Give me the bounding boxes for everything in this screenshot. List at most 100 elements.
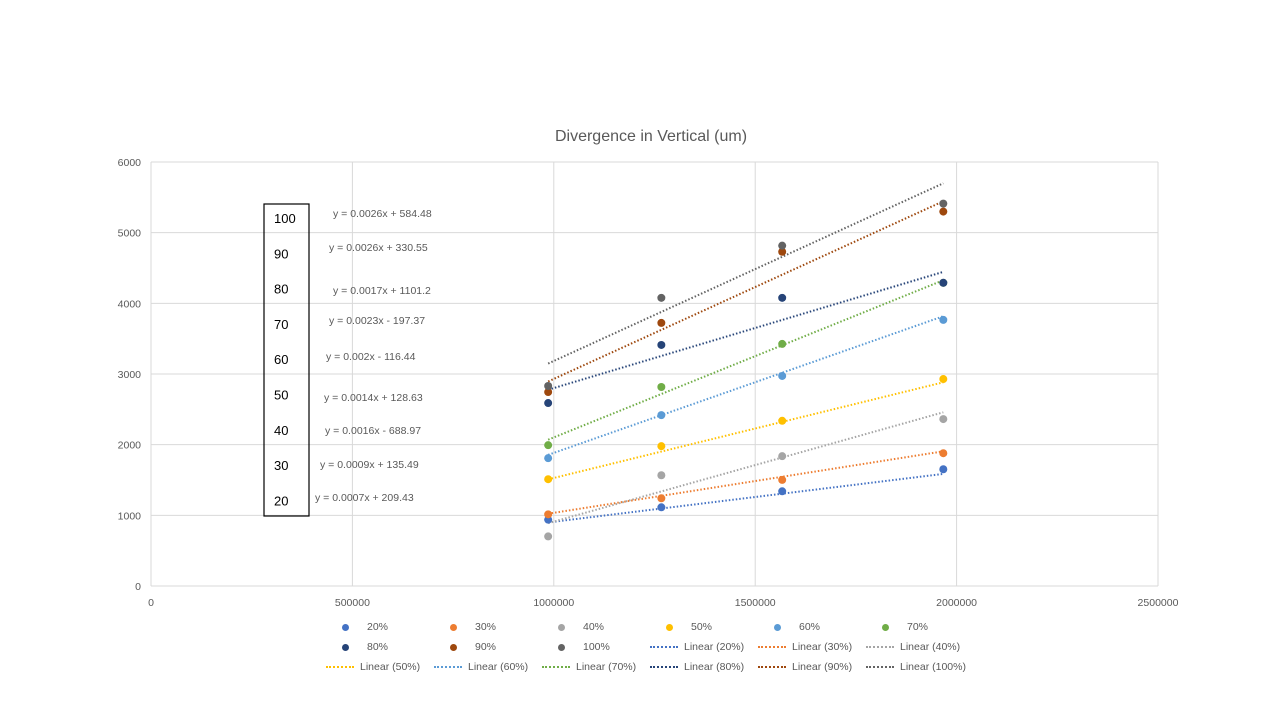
legend-item: 20% xyxy=(326,620,434,634)
legend-label: 90% xyxy=(475,641,497,653)
trendline-legend-icon xyxy=(866,646,894,648)
marker-legend-icon xyxy=(342,623,349,631)
data-point-30% xyxy=(544,510,553,519)
legend-label: 40% xyxy=(583,621,605,633)
trendline-legend-icon xyxy=(542,666,570,668)
legend-item: Linear (50%) xyxy=(326,660,434,674)
data-point-70% xyxy=(778,339,787,348)
data-point-90% xyxy=(939,207,948,216)
chart-title: Divergence in Vertical (um) xyxy=(555,128,747,145)
legend: 20% 30% 40% 50% 60% 70% 80% 90% 100% Linear (20%)… xyxy=(326,620,1006,674)
box-label: 80 xyxy=(274,282,288,297)
marker-legend-icon xyxy=(666,623,673,631)
trendline-60% xyxy=(547,315,944,456)
data-point-50% xyxy=(939,375,948,384)
legend-item: 90% xyxy=(434,640,542,654)
trendline-legend-icon xyxy=(866,666,894,668)
trendline-equation: y = 0.0017x + 1101.2 xyxy=(333,285,431,297)
marker-legend-icon xyxy=(774,623,781,631)
data-point-70% xyxy=(544,441,553,450)
data-point-60% xyxy=(657,411,666,420)
marker-legend-icon xyxy=(882,623,889,631)
data-point-90% xyxy=(657,318,666,327)
box-label: 40 xyxy=(274,423,288,438)
legend-item: Linear (40%) xyxy=(866,640,974,654)
trendline-legend-icon xyxy=(650,646,678,648)
trendline-legend-icon xyxy=(434,666,462,668)
legend-label: 60% xyxy=(799,621,821,633)
box-label: 60 xyxy=(274,352,288,367)
legend-label: 100% xyxy=(583,641,610,653)
box-label: 70 xyxy=(274,317,288,332)
box-label: 50 xyxy=(274,388,288,403)
legend-item: Linear (20%) xyxy=(650,640,758,654)
data-point-90% xyxy=(544,388,553,397)
trendline-equation: y = 0.0023x - 197.37 xyxy=(329,315,425,327)
legend-item: 50% xyxy=(650,620,758,634)
data-point-80% xyxy=(778,293,787,302)
legend-label: Linear (90%) xyxy=(792,661,853,673)
x-tick-label: 2000000 xyxy=(936,597,977,609)
data-point-50% xyxy=(544,475,553,484)
y-tick-label: 4000 xyxy=(118,298,142,310)
legend-label: Linear (80%) xyxy=(684,661,745,673)
y-tick-label: 3000 xyxy=(118,369,142,381)
data-point-80% xyxy=(939,278,948,287)
legend-label: 70% xyxy=(907,621,929,633)
data-point-20% xyxy=(657,503,666,512)
data-point-80% xyxy=(544,399,553,408)
x-tick-label: 500000 xyxy=(335,597,370,609)
y-tick-label: 5000 xyxy=(118,228,142,240)
trendline-70% xyxy=(547,279,944,441)
x-tick-label: 2500000 xyxy=(1138,597,1179,609)
trendline-80% xyxy=(547,270,944,391)
trendline-equation: y = 0.002x - 116.44 xyxy=(326,351,416,363)
marker-legend-icon xyxy=(450,623,457,631)
legend-label: Linear (50%) xyxy=(360,661,421,673)
data-point-30% xyxy=(939,449,948,458)
y-tick-label: 1000 xyxy=(118,510,142,522)
data-point-40% xyxy=(544,532,553,541)
y-tick-label: 0 xyxy=(135,581,141,593)
legend-label: Linear (20%) xyxy=(684,641,745,653)
trendline-equation: y = 0.0016x - 688.97 xyxy=(325,425,421,437)
data-point-20% xyxy=(778,487,787,496)
data-point-40% xyxy=(657,471,666,480)
legend-item: 80% xyxy=(326,640,434,654)
data-point-40% xyxy=(939,415,948,424)
legend-label: 80% xyxy=(367,641,389,653)
x-tick-label: 1000000 xyxy=(533,597,574,609)
legend-label: Linear (40%) xyxy=(900,641,961,653)
data-point-60% xyxy=(544,454,553,463)
trendline-equation: y = 0.0009x + 135.49 xyxy=(320,459,419,471)
legend-label: Linear (100%) xyxy=(900,661,966,673)
data-point-30% xyxy=(657,494,666,503)
legend-item: Linear (30%) xyxy=(758,640,866,654)
x-tick-label: 0 xyxy=(148,597,154,609)
marker-legend-icon xyxy=(450,643,457,651)
box-label: 90 xyxy=(274,246,288,261)
trendline-equation: y = 0.0026x + 584.48 xyxy=(333,208,432,220)
legend-item: Linear (90%) xyxy=(758,660,866,674)
legend-item: Linear (80%) xyxy=(650,660,758,674)
data-point-60% xyxy=(939,315,948,324)
data-point-50% xyxy=(657,442,666,451)
y-tick-label: 6000 xyxy=(118,157,142,169)
data-point-60% xyxy=(778,371,787,380)
data-point-90% xyxy=(778,247,787,256)
legend-item: Linear (60%) xyxy=(434,660,542,674)
legend-label: Linear (60%) xyxy=(468,661,529,673)
legend-item: 60% xyxy=(758,620,866,634)
legend-label: Linear (30%) xyxy=(792,641,853,653)
data-point-30% xyxy=(778,475,787,484)
trendline-equation: y = 0.0007x + 209.43 xyxy=(315,492,414,504)
data-point-40% xyxy=(778,452,787,461)
legend-item: Linear (100%) xyxy=(866,660,974,674)
trendline-equation: y = 0.0014x + 128.63 xyxy=(324,392,423,404)
box-label: 20 xyxy=(274,493,288,508)
legend-item: 70% xyxy=(866,620,974,634)
legend-label: Linear (70%) xyxy=(576,661,637,673)
legend-item: 30% xyxy=(434,620,542,634)
